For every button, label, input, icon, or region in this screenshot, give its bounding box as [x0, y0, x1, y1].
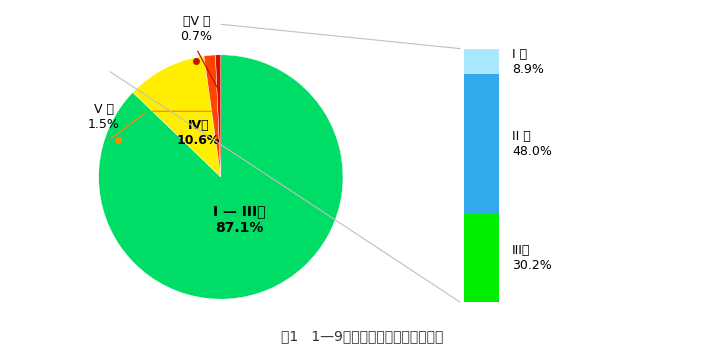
Wedge shape	[132, 56, 221, 177]
Bar	[464, 214, 499, 302]
Text: I 类
8.9%: I 类 8.9%	[512, 48, 544, 76]
Text: 图1   1—9月全国地表水水质类别比例: 图1 1—9月全国地表水水质类别比例	[281, 330, 443, 344]
Bar	[464, 49, 499, 75]
Text: V 类
1.5%: V 类 1.5%	[88, 103, 119, 130]
Text: I — III类
87.1%: I — III类 87.1%	[213, 205, 265, 235]
Bar	[464, 75, 499, 214]
Wedge shape	[98, 55, 343, 299]
Text: IV类
10.6%: IV类 10.6%	[177, 119, 220, 147]
Text: II 类
48.0%: II 类 48.0%	[512, 130, 552, 158]
Text: 劣V 类
0.7%: 劣V 类 0.7%	[180, 15, 212, 43]
Wedge shape	[204, 55, 221, 177]
Text: III类
30.2%: III类 30.2%	[512, 244, 552, 272]
Wedge shape	[216, 55, 221, 177]
